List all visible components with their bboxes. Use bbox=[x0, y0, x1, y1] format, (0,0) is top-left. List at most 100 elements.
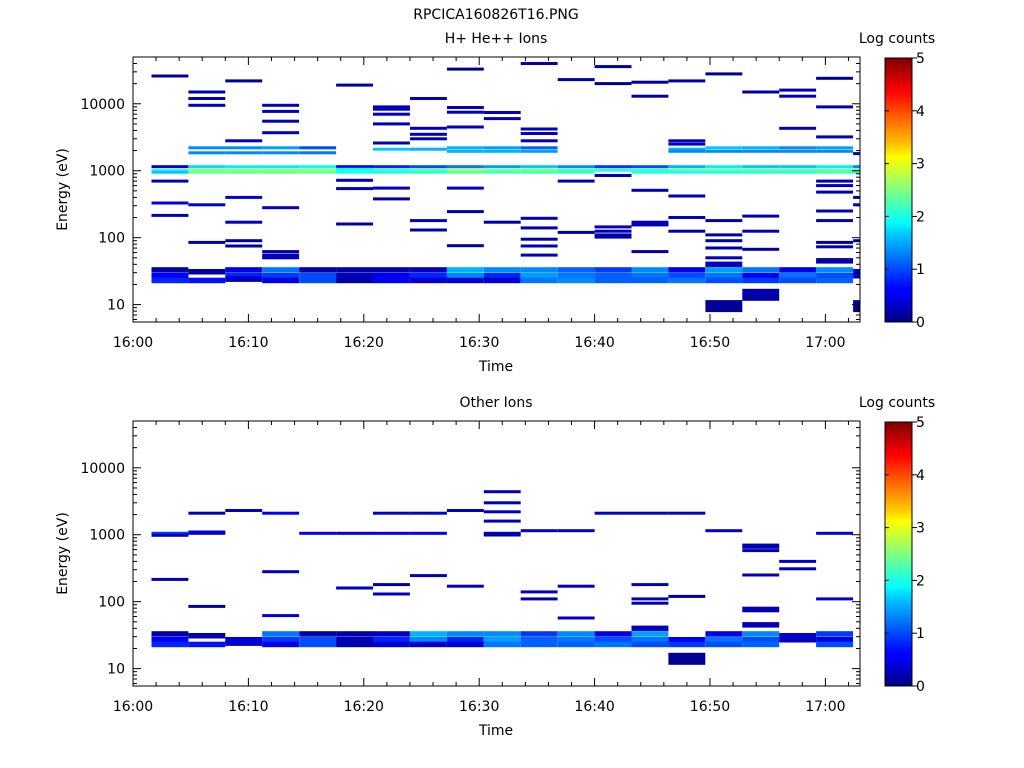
heatmap-cell bbox=[446, 631, 484, 637]
heatmap-cell bbox=[151, 631, 189, 637]
heatmap-cell bbox=[520, 529, 558, 533]
heatmap-cell bbox=[816, 184, 853, 188]
heatmap-cell bbox=[262, 253, 300, 257]
heatmap-cell bbox=[520, 631, 558, 637]
heatmap-cell bbox=[410, 219, 447, 223]
heatmap-cell bbox=[483, 490, 521, 494]
colorbar-tick-label: 4 bbox=[916, 468, 925, 484]
heatmap-cell bbox=[853, 300, 860, 313]
heatmap-cell bbox=[262, 168, 300, 172]
heatmap-cell bbox=[188, 531, 226, 535]
heatmap-cell bbox=[557, 641, 595, 648]
heatmap-cell bbox=[336, 631, 373, 637]
heatmap-cell bbox=[557, 78, 595, 82]
heatmap-cell bbox=[520, 267, 558, 273]
heatmap-cell bbox=[668, 216, 706, 219]
heatmap-cell bbox=[410, 531, 447, 535]
heatmap-cell bbox=[262, 131, 300, 135]
heatmap-cell bbox=[742, 229, 780, 233]
heatmap-cell bbox=[816, 179, 853, 183]
heatmap-cell bbox=[742, 573, 780, 577]
heatmap-cell bbox=[594, 641, 632, 648]
heatmap-cell bbox=[299, 641, 337, 648]
heatmap-cell bbox=[816, 219, 853, 223]
x-tick-label: 17:00 bbox=[805, 335, 845, 351]
heatmap-cell bbox=[853, 273, 860, 279]
heatmap-cell bbox=[594, 273, 632, 279]
heatmap-cell bbox=[853, 203, 860, 207]
heatmap-cell bbox=[594, 168, 632, 172]
heatmap-cell bbox=[483, 168, 521, 172]
heatmap-cell bbox=[631, 223, 669, 227]
heatmap-cell bbox=[816, 165, 853, 169]
heatmap-cell bbox=[373, 168, 410, 172]
heatmap-cell bbox=[631, 170, 669, 174]
heatmap-cell bbox=[410, 631, 447, 637]
heatmap-cell bbox=[151, 74, 189, 78]
heatmap-cell bbox=[594, 225, 632, 229]
heatmap-cell bbox=[520, 149, 558, 153]
heatmap-cell bbox=[668, 511, 706, 515]
heatmap-cell bbox=[631, 250, 669, 254]
heatmap-cell bbox=[557, 170, 595, 174]
x-tick-label: 16:10 bbox=[228, 699, 268, 715]
heatmap-cell bbox=[779, 567, 817, 571]
heatmap-cell bbox=[594, 65, 632, 69]
heatmap-cell bbox=[299, 170, 337, 174]
heatmap-cell bbox=[410, 641, 447, 648]
heatmap-cell bbox=[262, 119, 300, 123]
x-tick-label: 16:30 bbox=[459, 699, 499, 715]
heatmap-cell bbox=[668, 267, 706, 273]
heatmap-cell bbox=[668, 147, 706, 151]
heatmap-cell bbox=[594, 267, 632, 273]
heatmap-cell bbox=[742, 641, 780, 648]
heatmap-cell bbox=[557, 277, 595, 284]
heatmap-cell bbox=[446, 125, 484, 129]
y-tick-label: 10000 bbox=[80, 97, 125, 113]
heatmap-cell bbox=[336, 222, 373, 226]
heatmap-cell bbox=[446, 149, 484, 153]
heatmap-cell bbox=[853, 152, 860, 156]
heatmap-cell bbox=[705, 170, 743, 174]
heatmap-cell bbox=[446, 186, 484, 190]
heatmap-cell bbox=[151, 179, 189, 183]
heatmap-cell bbox=[483, 165, 521, 169]
heatmap-cell bbox=[742, 149, 780, 153]
heatmap-cell bbox=[483, 273, 521, 279]
heatmap-cell bbox=[373, 267, 410, 273]
heatmap-cell bbox=[816, 190, 853, 194]
heatmap-cell bbox=[705, 273, 743, 279]
heatmap-cell bbox=[557, 584, 595, 588]
heatmap-cell bbox=[446, 244, 484, 248]
heatmap-cell bbox=[520, 216, 558, 220]
heatmap-cell bbox=[631, 220, 669, 224]
heatmap-cell bbox=[631, 165, 669, 169]
heatmap-cell bbox=[373, 165, 410, 169]
heatmap-cell bbox=[410, 165, 447, 169]
heatmap-cell bbox=[410, 126, 447, 130]
heatmap-cell bbox=[373, 170, 410, 174]
heatmap-cell bbox=[520, 597, 558, 601]
heatmap-cell bbox=[151, 577, 189, 581]
heatmap-cell bbox=[299, 277, 337, 284]
heatmap-cell bbox=[410, 273, 447, 279]
x-tick-label: 16:00 bbox=[113, 699, 153, 715]
heatmap-cell bbox=[225, 276, 263, 282]
colorbar-tick-label: 5 bbox=[916, 415, 925, 431]
heatmap-cell bbox=[262, 151, 300, 155]
heatmap-cell bbox=[299, 168, 337, 172]
heatmap-cell bbox=[742, 170, 780, 174]
heatmap-cell bbox=[779, 88, 817, 92]
heatmap-cell bbox=[631, 601, 669, 605]
heatmap-cell bbox=[705, 149, 743, 153]
heatmap-cell bbox=[520, 132, 558, 135]
plot-frame bbox=[132, 56, 861, 323]
heatmap-cell bbox=[816, 76, 853, 80]
heatmap-cell bbox=[779, 633, 817, 639]
heatmap-cell bbox=[299, 165, 337, 169]
heatmap-cell bbox=[594, 165, 632, 169]
heatmap-cell bbox=[705, 277, 743, 284]
heatmap-cell bbox=[262, 103, 300, 107]
heatmap-cell bbox=[742, 165, 780, 169]
